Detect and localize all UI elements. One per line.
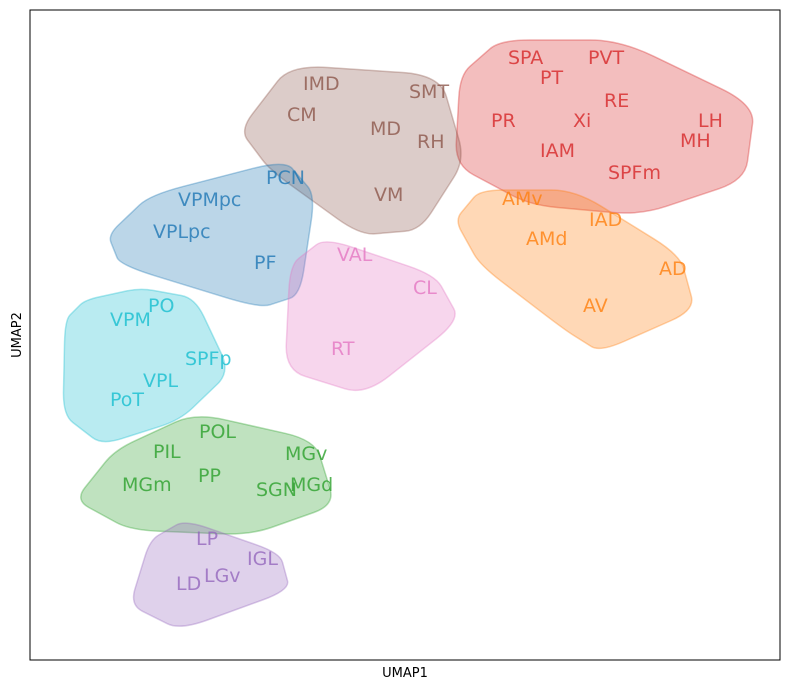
- region-label-mh: MH: [680, 130, 711, 152]
- region-label-vm: VM: [374, 184, 403, 206]
- region-label-spa: SPA: [508, 47, 543, 69]
- region-label-pp: PP: [198, 465, 221, 487]
- region-label-amv: AMv: [502, 188, 543, 210]
- region-label-val: VAL: [337, 244, 373, 266]
- region-label-rt: RT: [331, 338, 355, 360]
- region-label-xi: Xi: [573, 110, 591, 132]
- region-label-md: MD: [370, 118, 401, 140]
- region-label-lp: LP: [196, 528, 218, 550]
- region-label-pil: PIL: [153, 441, 181, 463]
- region-label-mgm: MGm: [122, 474, 172, 496]
- region-label-vplpc: VPLpc: [153, 221, 211, 243]
- region-label-pt: PT: [540, 67, 563, 89]
- region-label-spfm: SPFm: [608, 162, 661, 184]
- region-label-rh: RH: [417, 131, 445, 153]
- region-label-mgd: MGd: [290, 474, 333, 496]
- region-label-ad: AD: [659, 258, 687, 280]
- region-label-pol: POL: [199, 421, 236, 443]
- region-label-vpmpc: VPMpc: [178, 189, 241, 211]
- region-label-pot: PoT: [110, 389, 144, 411]
- x-axis-label: UMAP1: [382, 666, 428, 681]
- region-label-re: RE: [604, 90, 629, 112]
- region-label-vpl: VPL: [143, 370, 178, 392]
- region-label-pvt: PVT: [588, 47, 624, 69]
- plot-frame: [29, 9, 781, 661]
- region-label-spfp: SPFp: [185, 348, 232, 370]
- cluster-hull-3: [457, 189, 693, 350]
- region-label-igl: IGL: [247, 548, 278, 570]
- region-label-pf: PF: [254, 252, 276, 274]
- cluster-hulls: [62, 39, 754, 627]
- region-label-ld: LD: [176, 573, 201, 595]
- cluster-hull-2: [109, 163, 314, 307]
- y-axis-label: UMAP2: [10, 312, 25, 358]
- cluster-hull-5: [62, 288, 226, 443]
- region-label-av: AV: [583, 295, 608, 317]
- cluster-hull-7: [132, 522, 289, 627]
- plot-background: [30, 10, 780, 660]
- region-label-po: PO: [148, 295, 174, 317]
- region-label-mgv: MGv: [285, 443, 327, 465]
- region-label-iad: IAD: [589, 209, 622, 231]
- region-label-imd: IMD: [303, 73, 340, 95]
- cluster-hull-6: [80, 416, 332, 535]
- region-label-iam: IAM: [540, 140, 575, 162]
- region-label-smt: SMT: [409, 81, 449, 103]
- region-label-lgv: LGv: [204, 565, 241, 587]
- cluster-hull-4: [285, 241, 456, 392]
- region-label-cl: CL: [413, 277, 437, 299]
- region-label-pcn: PCN: [266, 167, 305, 189]
- region-label-lh: LH: [698, 110, 723, 132]
- cluster-hull-1: [243, 66, 462, 235]
- region-label-pr: PR: [491, 110, 516, 132]
- region-label-vpm: VPM: [110, 309, 151, 331]
- region-label-cm: CM: [287, 104, 317, 126]
- cluster-hull-0: [455, 39, 754, 214]
- region-label-amd: AMd: [526, 228, 567, 250]
- region-label-sgn: SGN: [256, 479, 297, 501]
